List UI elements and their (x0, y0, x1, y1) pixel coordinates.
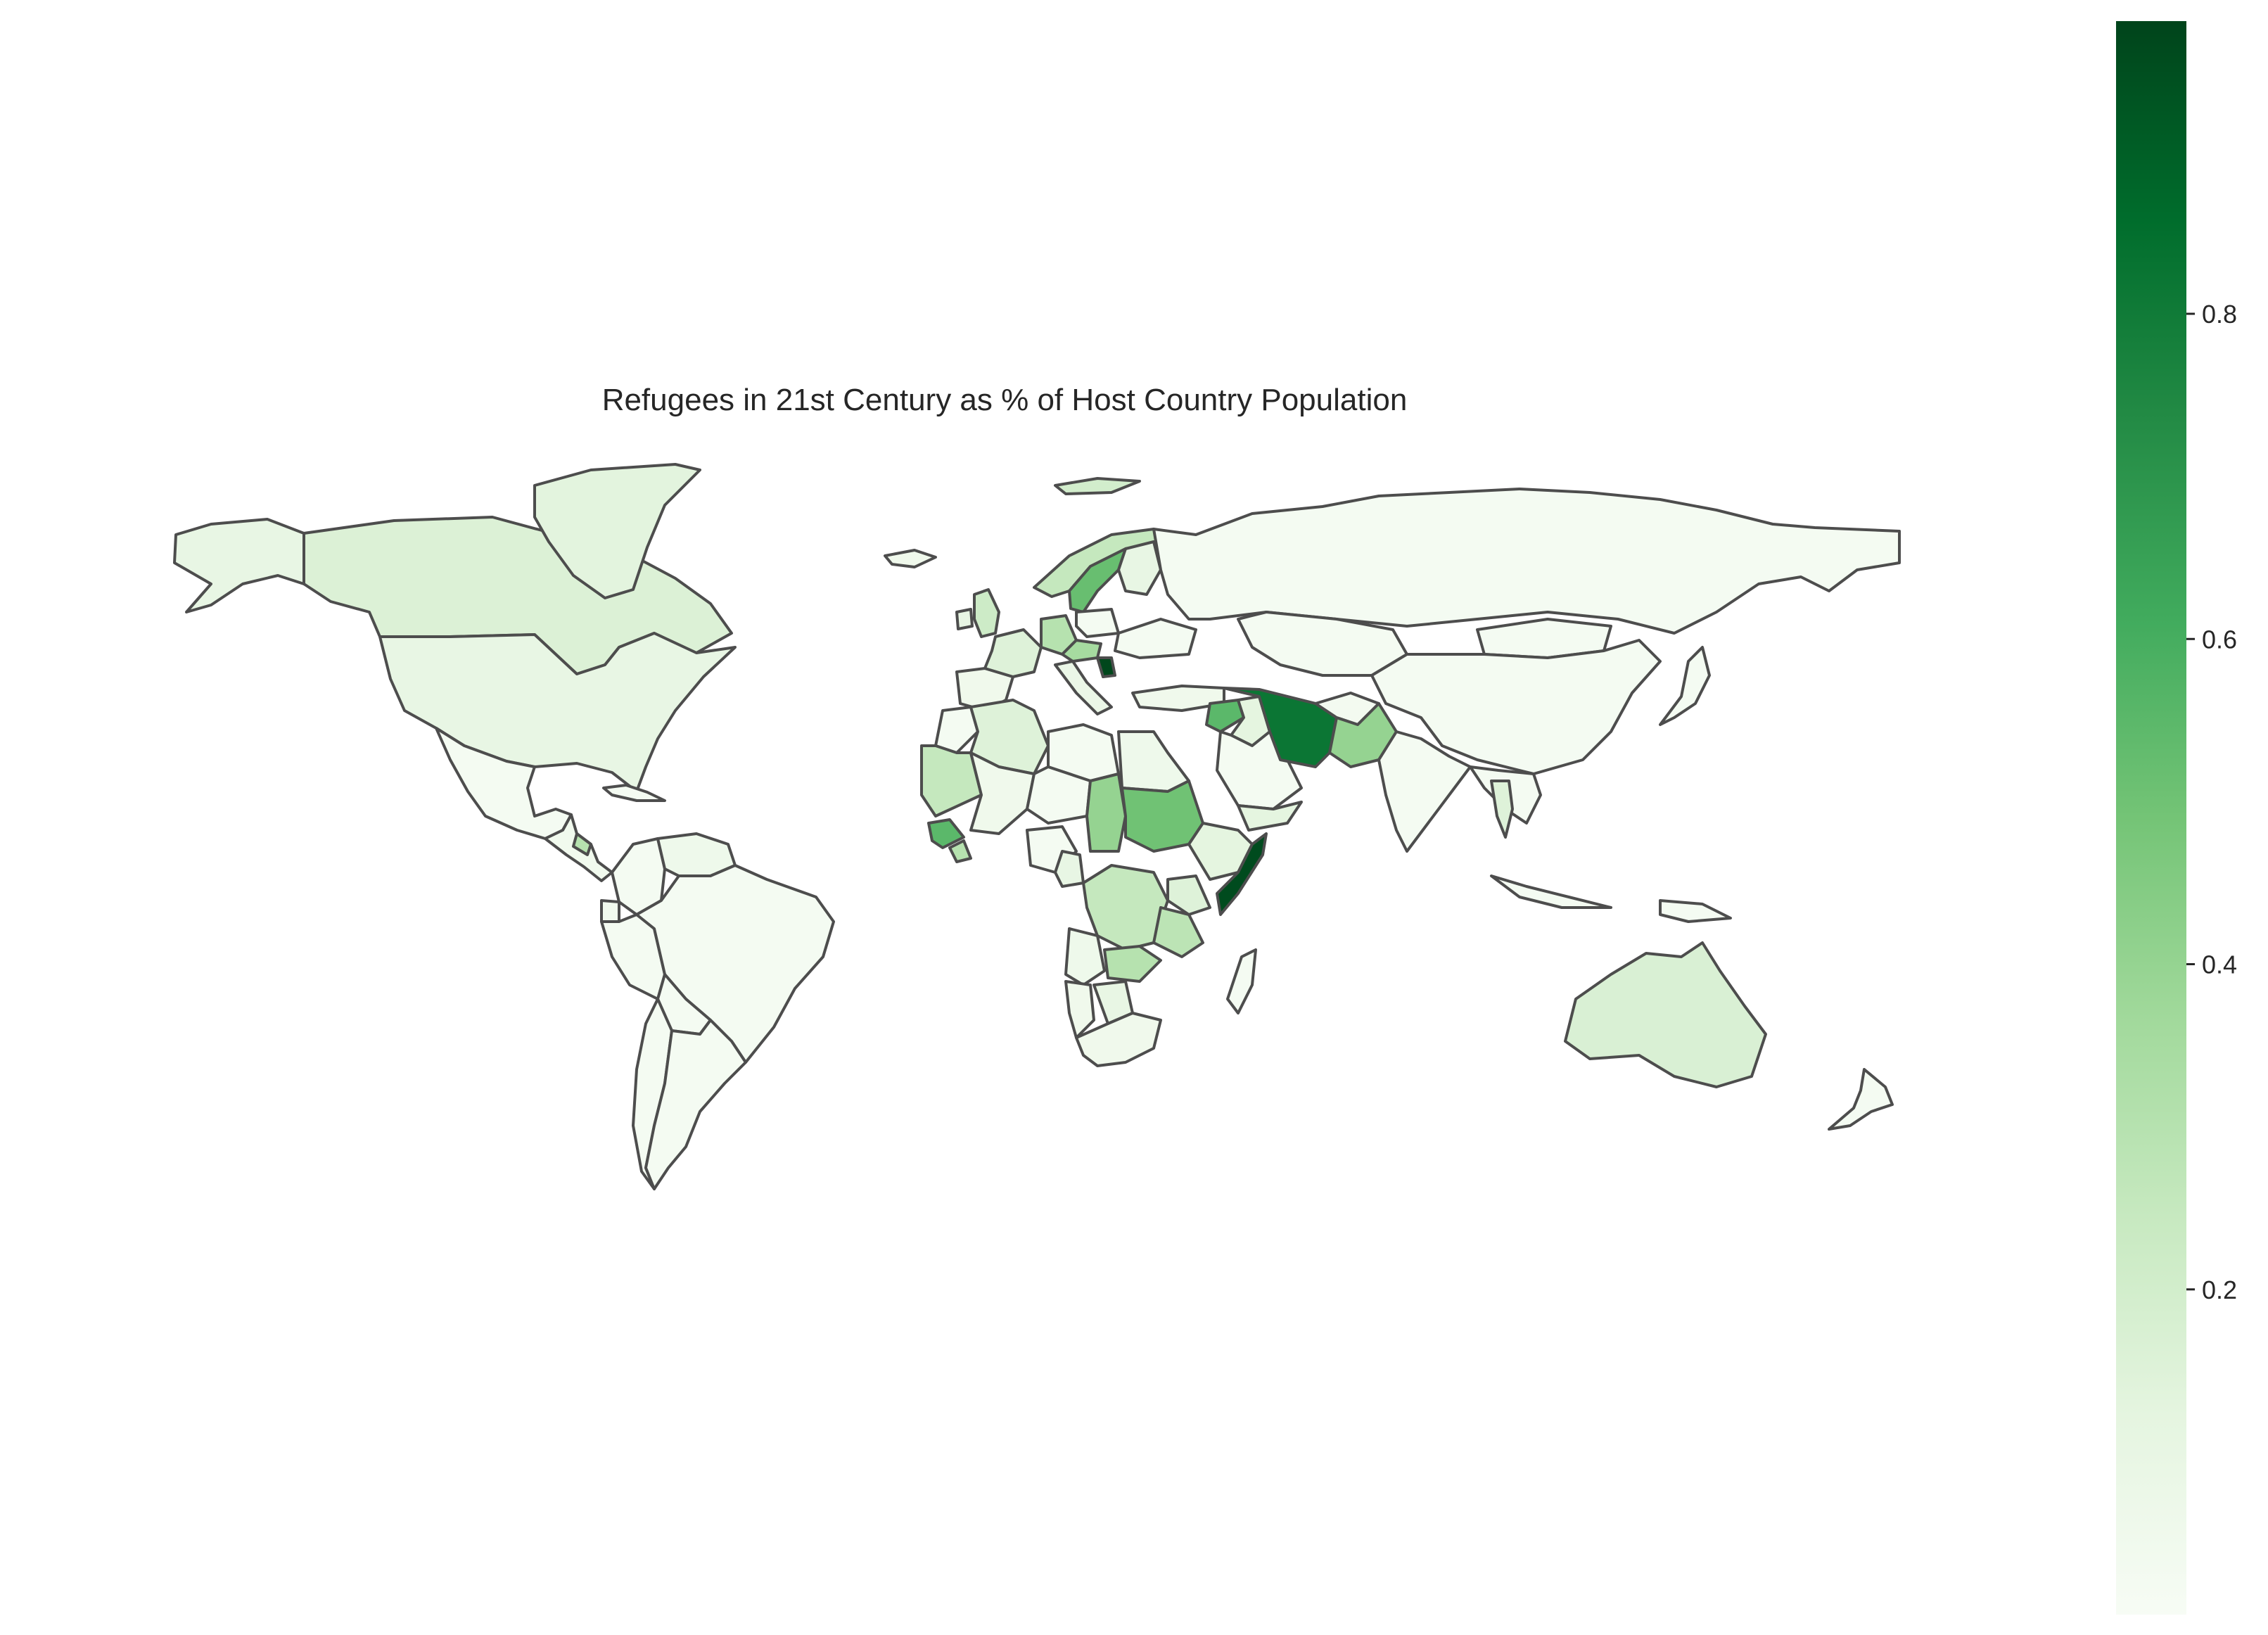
world-map (173, 463, 1901, 1190)
colorbar-tick-label: 0.6 (2202, 625, 2237, 654)
country-tanzania (1152, 906, 1204, 958)
country-argentina (644, 1019, 747, 1190)
country-new-zealand (1828, 1068, 1894, 1131)
country-somalia (1216, 832, 1268, 916)
colorbar-ticks: 0.2 0.4 0.6 0.8 (2186, 300, 2237, 1304)
country-namibia (1064, 980, 1095, 1039)
country-svalbard (1054, 477, 1141, 495)
country-united-states (378, 632, 737, 793)
country-iceland (884, 549, 937, 568)
country-brazil (635, 864, 835, 1064)
country-papua-new-guinea (1659, 899, 1732, 923)
country-colombia (611, 837, 666, 916)
country-india (1377, 730, 1472, 853)
country-zambia (1103, 945, 1162, 983)
country-finland (1117, 540, 1162, 596)
map-title: Refugees in 21st Century as % of Host Co… (602, 383, 1408, 417)
country-serbia (1096, 656, 1116, 678)
colorbar-tick-label: 0.4 (2202, 950, 2237, 979)
colorbar-tick-label: 0.2 (2202, 1275, 2237, 1304)
country-alaska (173, 518, 305, 613)
country-south-africa (1075, 1012, 1162, 1067)
country-ireland (955, 608, 974, 630)
country-france (983, 628, 1043, 678)
country-japan (1659, 646, 1711, 726)
country-austria (1061, 639, 1102, 663)
country-liberia (948, 839, 972, 863)
country-greenland (533, 463, 701, 599)
colorbar: 0.2 0.4 0.6 0.8 (2116, 21, 2237, 1615)
country-angola (1064, 927, 1106, 986)
country-syria (1205, 699, 1245, 733)
country-costa-rica (572, 832, 592, 856)
country-indonesia (1490, 874, 1612, 909)
country-ukraine (1114, 618, 1197, 659)
colorbar-gradient (2116, 21, 2186, 1615)
country-sweden (1068, 547, 1127, 613)
colorbar-tick-label: 0.8 (2202, 300, 2237, 329)
country-kenya (1166, 874, 1211, 916)
country-ecuador (600, 899, 620, 923)
country-egypt (1117, 730, 1190, 793)
country-mali (969, 751, 1036, 835)
country-chad (1085, 772, 1127, 853)
country-united-kingdom (973, 588, 1000, 638)
country-cameroon (1054, 850, 1085, 888)
country-poland (1075, 608, 1120, 638)
country-thailand (1490, 780, 1514, 839)
country-cuba (602, 784, 666, 802)
country-guinea (927, 818, 965, 849)
country-china (1370, 639, 1662, 775)
country-madagascar (1226, 948, 1257, 1014)
country-morocco (934, 706, 979, 754)
country-italy (1054, 660, 1113, 715)
country-yemen (1237, 801, 1303, 832)
country-australia (1564, 941, 1767, 1088)
